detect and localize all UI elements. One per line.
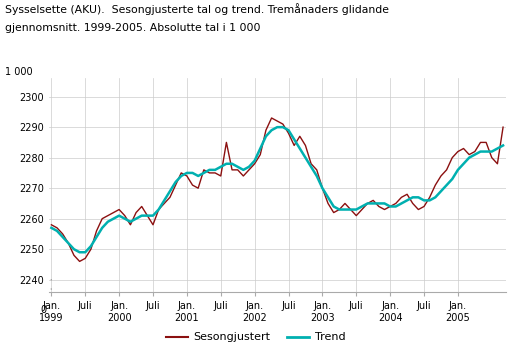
Sesongjustert bbox=[500, 125, 506, 129]
Trend bbox=[274, 125, 280, 129]
Trend bbox=[342, 208, 348, 212]
Trend bbox=[427, 198, 433, 203]
Text: Sysselsette (AKU).  Sesongjusterte tal og trend. Tremånaders glidande: Sysselsette (AKU). Sesongjusterte tal og… bbox=[5, 4, 389, 15]
Trend bbox=[449, 177, 455, 181]
Sesongjustert bbox=[342, 201, 348, 205]
Text: 1 000: 1 000 bbox=[5, 67, 33, 77]
Trend bbox=[77, 250, 83, 255]
Trend bbox=[49, 226, 55, 230]
Trend bbox=[466, 156, 472, 160]
Sesongjustert bbox=[449, 156, 455, 160]
Sesongjustert bbox=[466, 152, 472, 157]
Sesongjustert bbox=[308, 162, 314, 166]
Sesongjustert bbox=[393, 201, 399, 205]
Sesongjustert bbox=[49, 222, 55, 227]
Sesongjustert bbox=[268, 116, 274, 120]
Line: Sesongjustert: Sesongjustert bbox=[52, 118, 503, 261]
Trend bbox=[393, 204, 399, 209]
Trend bbox=[308, 165, 314, 169]
Text: gjennomsnitt. 1999-2005. Absolutte tal i 1 000: gjennomsnitt. 1999-2005. Absolutte tal i… bbox=[5, 23, 261, 33]
Text: 0: 0 bbox=[40, 305, 47, 315]
Sesongjustert bbox=[427, 195, 433, 199]
Legend: Sesongjustert, Trend: Sesongjustert, Trend bbox=[161, 328, 350, 347]
Sesongjustert bbox=[77, 259, 83, 263]
Line: Trend: Trend bbox=[52, 127, 503, 252]
Trend bbox=[500, 143, 506, 148]
